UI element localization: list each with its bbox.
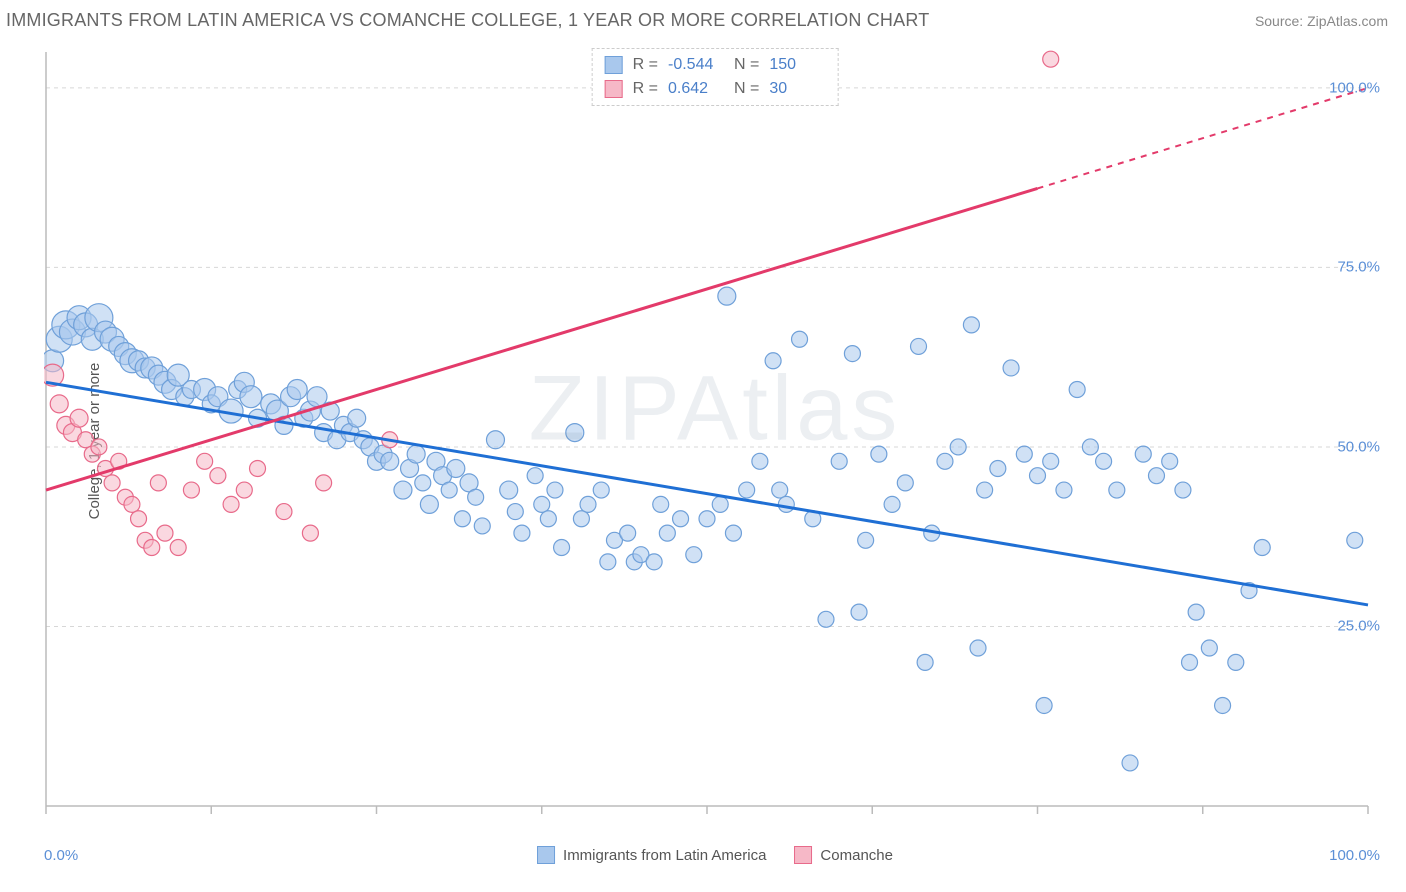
legend-swatch [605, 56, 623, 74]
r-value: -0.544 [668, 53, 724, 77]
r-label: R = [633, 53, 658, 77]
y-tick: 50.0% [1337, 438, 1380, 455]
n-value: 150 [769, 53, 825, 77]
chart-area: College, 1 year or more ZIPAtlas R = -0.… [44, 46, 1386, 836]
legend-swatch [605, 80, 623, 98]
legend-item: Immigrants from Latin America [537, 846, 766, 864]
n-value: 30 [769, 77, 825, 101]
y-tick: 100.0% [1329, 79, 1380, 96]
correlation-legend-row: R = -0.544 N = 150 [605, 53, 826, 77]
r-label: R = [633, 77, 658, 101]
correlation-legend: R = -0.544 N = 150 R = 0.642 N = 30 [592, 48, 839, 106]
source-label: Source: ZipAtlas.com [1255, 13, 1388, 29]
n-label: N = [734, 77, 759, 101]
header: IMMIGRANTS FROM LATIN AMERICA VS COMANCH… [0, 0, 1406, 37]
r-value: 0.642 [668, 77, 724, 101]
x-tick-max: 100.0% [1329, 847, 1380, 864]
legend-swatch [794, 846, 812, 864]
chart-title: IMMIGRANTS FROM LATIN AMERICA VS COMANCH… [6, 10, 929, 31]
n-label: N = [734, 53, 759, 77]
y-tick: 75.0% [1337, 259, 1380, 276]
correlation-legend-row: R = 0.642 N = 30 [605, 77, 826, 101]
legend-label: Comanche [820, 847, 893, 864]
y-tick: 25.0% [1337, 618, 1380, 635]
legend-item: Comanche [794, 846, 893, 864]
scatter-plot [44, 46, 1386, 836]
legend-swatch [537, 846, 555, 864]
series-legend: Immigrants from Latin America Comanche [537, 846, 893, 864]
x-tick-min: 0.0% [44, 847, 78, 864]
legend-label: Immigrants from Latin America [563, 847, 766, 864]
